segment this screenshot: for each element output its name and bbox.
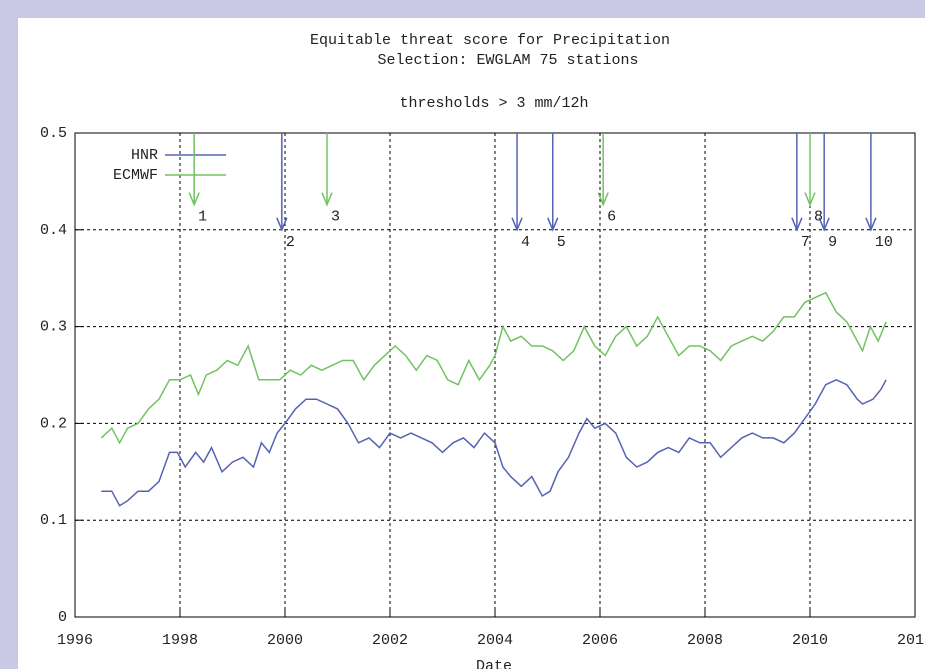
legend-label: ECMWF bbox=[113, 167, 158, 184]
x-tick-label: 1996 bbox=[57, 632, 93, 649]
y-tick-label: 0 bbox=[58, 609, 67, 626]
event-label: 8 bbox=[814, 209, 823, 226]
chart-subtitle: Selection: EWGLAM 75 stations bbox=[377, 52, 638, 69]
x-tick-label: 2012 bbox=[897, 632, 925, 649]
event-arrow-head bbox=[818, 217, 830, 232]
chart-title: Equitable threat score for Precipitation bbox=[310, 32, 670, 49]
event-label: 6 bbox=[607, 209, 616, 226]
legend-label: HNR bbox=[131, 147, 158, 164]
event-label: 1 bbox=[198, 209, 207, 226]
event-arrow-head bbox=[597, 192, 609, 207]
panel bbox=[18, 18, 925, 669]
event-arrow-head bbox=[547, 217, 559, 232]
event-arrow-head bbox=[804, 192, 816, 207]
plot-frame bbox=[74, 132, 916, 618]
x-tick-label: 2000 bbox=[267, 632, 303, 649]
y-tick-label: 0.1 bbox=[40, 512, 67, 529]
series-line bbox=[101, 378, 887, 507]
event-label: 10 bbox=[875, 234, 893, 251]
y-tick-label: 0.4 bbox=[40, 222, 67, 239]
event-arrow-head bbox=[791, 217, 803, 232]
x-axis-label: Date bbox=[476, 658, 512, 669]
event-arrow-head bbox=[276, 217, 288, 232]
y-tick-label: 0.5 bbox=[40, 125, 67, 142]
event-label: 5 bbox=[557, 234, 566, 251]
x-tick-label: 2004 bbox=[477, 632, 513, 649]
event-label: 4 bbox=[521, 234, 530, 251]
event-label: 2 bbox=[286, 234, 295, 251]
event-arrow-head bbox=[865, 217, 877, 232]
event-label: 9 bbox=[828, 234, 837, 251]
event-arrow-head bbox=[188, 192, 200, 207]
event-label: 3 bbox=[331, 209, 340, 226]
y-tick-label: 0.3 bbox=[40, 319, 67, 336]
x-tick-label: 2002 bbox=[372, 632, 408, 649]
x-tick-label: 2006 bbox=[582, 632, 618, 649]
event-arrow-head bbox=[321, 192, 333, 207]
y-tick-label: 0.2 bbox=[40, 415, 67, 432]
series-line bbox=[100, 291, 887, 445]
x-tick-label: 1998 bbox=[162, 632, 198, 649]
event-label: 7 bbox=[801, 234, 810, 251]
threshold-label: thresholds > 3 mm/12h bbox=[399, 95, 588, 112]
event-arrow-head bbox=[511, 217, 523, 232]
x-tick-label: 2010 bbox=[792, 632, 828, 649]
x-tick-label: 2008 bbox=[687, 632, 723, 649]
